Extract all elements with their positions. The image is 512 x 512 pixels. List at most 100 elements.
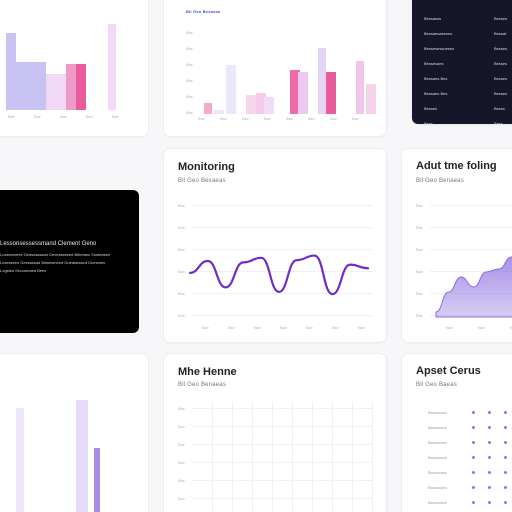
- y-tick-label: Bse: [416, 313, 423, 318]
- y-tick-label: Bse: [416, 225, 423, 230]
- x-tick-label: Bse: [34, 114, 41, 119]
- table-cell: Bessasss: [424, 16, 442, 21]
- y-tick-label: Bse: [178, 203, 185, 208]
- monitoring-title: Monitoring: [178, 161, 235, 173]
- dot-point: [488, 501, 491, 504]
- dot-point: [504, 441, 507, 444]
- dot-point: [472, 456, 475, 459]
- dot-point: [472, 426, 475, 429]
- table-cell: Bessesaes: [424, 61, 444, 66]
- bar: [318, 48, 326, 114]
- table-cell: Bessaes Bes: [424, 91, 448, 96]
- grid-line: [352, 402, 353, 512]
- dot-point: [472, 501, 475, 504]
- x-tick-label: Bse: [220, 116, 227, 121]
- bar-chart-f: [0, 374, 148, 512]
- row-label: Bsssssses: [428, 440, 447, 445]
- table-cell: Bessaesaeeses: [424, 31, 453, 36]
- y-tick-label: Bse: [186, 30, 193, 35]
- table-cell: Besses: [494, 61, 508, 66]
- dot-point: [504, 471, 507, 474]
- bar: [256, 92, 266, 114]
- row-label: Bsssssses: [428, 470, 447, 475]
- grid-line: [312, 402, 313, 512]
- alert-card: Adut tme foling Bll Geo Benaeas Bse Bse Bs…: [402, 149, 512, 342]
- grid-line: [192, 426, 372, 427]
- x-tick-label: Bse: [352, 116, 359, 121]
- dot-point: [472, 441, 475, 444]
- area-path: [435, 256, 512, 318]
- grid-line: [192, 271, 372, 272]
- dot-point: [504, 501, 507, 504]
- black-panel-heading: Lessonsessessmand Clement Geno: [0, 241, 97, 247]
- bar: [26, 62, 36, 110]
- row-label: Bsssssses: [428, 425, 447, 430]
- y-tick-label: Bse: [178, 269, 185, 274]
- table-cell: Besses: [494, 91, 508, 96]
- bar: [6, 33, 16, 110]
- x-tick-label: Bse: [86, 114, 93, 119]
- table-cell: Bessaes Bes: [424, 76, 448, 81]
- grid-line: [212, 402, 213, 512]
- black-info-panel: Lessonsessessmand Clement Geno Lussesmee…: [0, 190, 139, 333]
- grid-line: [372, 402, 373, 512]
- dot-point: [488, 471, 491, 474]
- x-tick-label: Bse: [280, 325, 287, 330]
- x-tick-label: Bse: [228, 325, 235, 330]
- line-path: [188, 254, 370, 296]
- dot-point: [504, 486, 507, 489]
- grid-line: [192, 205, 372, 206]
- bar: [356, 61, 364, 114]
- x-tick-label: Bse: [358, 325, 365, 330]
- table-cell: Bess: [424, 121, 433, 126]
- x-axis-ticks-b: Bse Bse Bse Bse Bse Bse Bse Bse: [198, 116, 376, 122]
- grid-line: [192, 293, 372, 294]
- x-tick-label: Bse: [202, 325, 209, 330]
- row-label: Bsssssses: [428, 410, 447, 415]
- y-tick-label: Bse: [178, 478, 185, 483]
- bar: [56, 73, 66, 110]
- bar-chart-card-f: [0, 354, 148, 512]
- dot-point: [488, 456, 491, 459]
- dot-point: [472, 486, 475, 489]
- grid-line: [332, 402, 333, 512]
- table-cell: Besses: [494, 46, 508, 51]
- grid-line: [192, 408, 372, 409]
- bar: [204, 103, 212, 114]
- grid-line: [430, 271, 512, 272]
- dot-point: [504, 411, 507, 414]
- bar: [214, 109, 224, 114]
- row-label: Bsssssses: [428, 500, 447, 505]
- x-tick-label: Bse: [330, 116, 337, 121]
- x-tick-label: Bse: [198, 116, 205, 121]
- bar: [264, 97, 274, 114]
- bar: [66, 63, 76, 110]
- bar: [290, 69, 300, 114]
- mhe-title: Mhe Henne: [178, 366, 237, 378]
- x-tick-label: Bse: [510, 325, 512, 330]
- y-tick-label: Bse: [178, 406, 185, 411]
- table-cell: Besses: [424, 106, 438, 111]
- grid-line: [192, 480, 372, 481]
- row-label: Bsssssses: [428, 455, 447, 460]
- y-tick-label: Bse: [416, 203, 423, 208]
- table-cell: Bessat: [494, 31, 507, 36]
- y-tick-label: Bse: [178, 424, 185, 429]
- bar: [16, 62, 26, 110]
- dot-point: [504, 456, 507, 459]
- area-series: [435, 256, 512, 318]
- y-tick-label: Bse: [416, 269, 423, 274]
- area-chart: Bse Bse Bse Bse Bse Bse Bse Bse Bse: [416, 197, 512, 335]
- bar: [46, 73, 56, 110]
- x-tick-label: Bse: [8, 114, 15, 119]
- bar: [16, 408, 24, 512]
- dot-matrix: Bsssssses Bsssssses Bsssssses Bsssssses Bsss…: [416, 404, 512, 512]
- x-tick-label: Bse: [264, 116, 271, 121]
- bar-chart-card-a: Bse Bse Bse Bse Bse: [0, 0, 148, 136]
- y-tick-label: Bse: [178, 313, 185, 318]
- bar: [108, 23, 116, 110]
- y-tick-label: Bse: [178, 460, 185, 465]
- table-cell: Bessesessoeses: [424, 46, 455, 51]
- x-tick-label: Bse: [308, 116, 315, 121]
- table-cell: Besses: [494, 16, 508, 21]
